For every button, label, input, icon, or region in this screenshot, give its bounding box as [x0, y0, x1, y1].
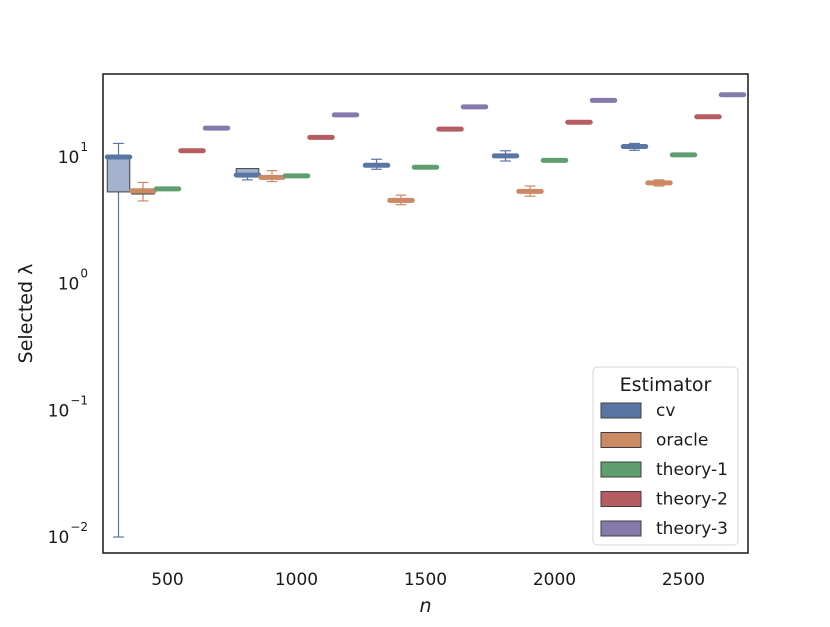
x-axis-label: n — [419, 595, 431, 617]
box-cv-1000 — [233, 168, 262, 181]
legend-label: theory-3 — [656, 519, 728, 539]
box-cv-1500 — [362, 158, 391, 170]
box-oracle-2500 — [645, 179, 673, 187]
y-tick-exponent: 1 — [80, 140, 88, 154]
y-tick-base: 10 — [48, 528, 70, 548]
box-oracle-500 — [129, 181, 157, 202]
plot-marks — [104, 92, 747, 538]
legend-swatch — [600, 432, 642, 448]
y-tick-base: 10 — [48, 401, 70, 421]
legend-swatch — [600, 520, 642, 537]
box-cv-2500 — [620, 142, 649, 151]
x-tick-label: 1500 — [404, 570, 447, 590]
legend-swatch — [600, 491, 642, 507]
plot-frame — [102, 73, 749, 554]
box-cv-500 — [104, 142, 133, 538]
x-tick-label: 2500 — [662, 570, 705, 590]
legend-item-cv: cv — [600, 401, 675, 421]
legend: Estimator cv oracle theory-1 theory-2 theory-… — [592, 366, 739, 546]
x-tick-label: 1000 — [275, 570, 318, 590]
x-tick-label: 2000 — [533, 570, 576, 590]
x-tick-label: 500 — [151, 570, 183, 590]
box-oracle-2000 — [516, 185, 544, 197]
y-tick-label: −210 — [48, 520, 88, 548]
legend-swatch — [600, 461, 642, 478]
y-tick-exponent: 0 — [80, 267, 88, 281]
legend-label: cv — [656, 401, 675, 421]
legend-label: oracle — [656, 431, 708, 451]
legend-title: Estimator — [620, 374, 712, 396]
y-tick-label: 110 — [58, 140, 88, 168]
box-oracle-1000 — [258, 170, 286, 183]
legend-label: theory-2 — [656, 490, 728, 510]
legend-item-oracle: oracle — [600, 431, 708, 451]
y-tick-exponent: −1 — [70, 393, 88, 407]
legend-item-theory-2: theory-2 — [600, 490, 728, 510]
axes-layer: 500 1000 1500 2000 2500110010−110−210nSelect… — [15, 73, 749, 617]
legend-label: theory-1 — [656, 460, 728, 480]
legend-item-theory-1: theory-1 — [600, 460, 728, 480]
legend-swatch — [600, 402, 642, 419]
legend-item-theory-3: theory-3 — [600, 519, 728, 539]
box-oracle-1500 — [387, 194, 415, 206]
y-axis-label: Selected λ — [15, 264, 37, 364]
y-tick-base: 10 — [58, 148, 80, 168]
y-tick-label: 010 — [58, 267, 88, 295]
y-tick-exponent: −2 — [70, 520, 88, 534]
y-tick-base: 10 — [58, 275, 80, 295]
box-cv-2000 — [491, 150, 520, 162]
box-body — [106, 155, 131, 193]
y-tick-label: −110 — [48, 393, 88, 421]
